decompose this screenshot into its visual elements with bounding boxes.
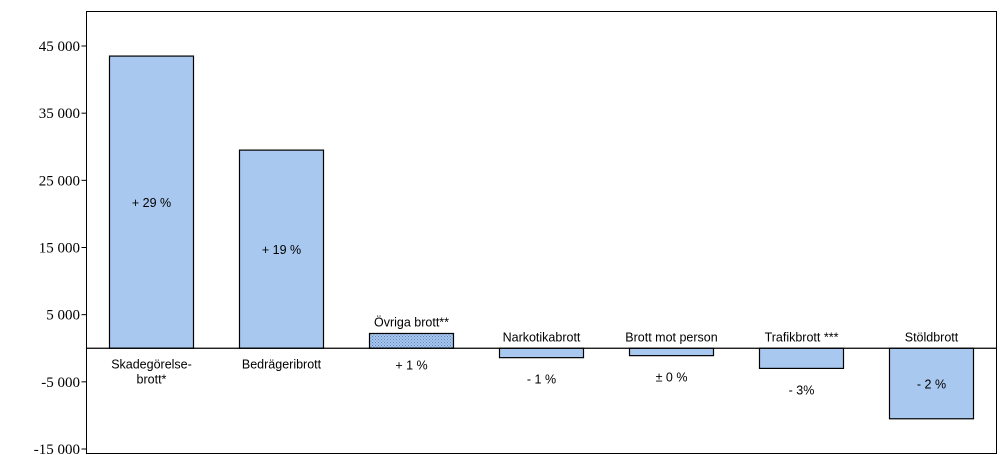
y-tick-label: -15 000 bbox=[34, 442, 80, 455]
annotation-label: - 1 % bbox=[527, 373, 556, 387]
bar bbox=[628, 347, 715, 357]
y-tick-label: 45 000 bbox=[39, 39, 80, 55]
y-tick-label: 25 000 bbox=[39, 173, 80, 189]
plot-area-border bbox=[86, 11, 997, 454]
bar bbox=[238, 149, 325, 349]
y-tick-label: 5 000 bbox=[46, 308, 80, 324]
bars-group bbox=[108, 55, 975, 420]
bar bbox=[498, 347, 585, 359]
category-labels-group: Skadegörelse-brott* Bedrägeribrott Övriga … bbox=[111, 315, 959, 386]
annotation-labels-group: + 29 % + 19 % + 1 % - 1 % ± 0 % - 3% - 2 % bbox=[132, 196, 946, 397]
category-label-line: brott* bbox=[137, 372, 167, 386]
category-label: Brott mot person bbox=[625, 330, 717, 344]
category-label: Narkotikabrott bbox=[503, 330, 581, 344]
annotation-label: - 3% bbox=[789, 383, 815, 397]
bar bbox=[758, 347, 845, 369]
category-label-line: Övriga brott** bbox=[374, 315, 449, 329]
category-label-line: Stöldbrott bbox=[905, 330, 959, 344]
category-label-line: Narkotikabrott bbox=[503, 330, 581, 344]
category-label-line: Brott mot person bbox=[625, 330, 717, 344]
category-label-line: Trafikbrott *** bbox=[765, 330, 839, 344]
category-label-line: Bedrägeribrott bbox=[242, 357, 322, 371]
y-tick-label: 35 000 bbox=[39, 106, 80, 122]
annotation-label: ± 0 % bbox=[656, 371, 688, 385]
category-label: Skadegörelse-brott* bbox=[111, 357, 192, 386]
category-label-line: Skadegörelse- bbox=[111, 357, 192, 371]
annotation-label: - 2 % bbox=[917, 378, 946, 392]
y-tick-label: 15 000 bbox=[39, 241, 80, 257]
annotation-label: + 1 % bbox=[395, 358, 427, 372]
y-tick-label: -5 000 bbox=[41, 375, 80, 391]
y-axis: 45 000 35 000 25 000 15 000 5 000 -5 000 -15 0… bbox=[34, 39, 87, 455]
category-label: Trafikbrott *** bbox=[765, 330, 839, 344]
annotation-label: + 19 % bbox=[262, 243, 301, 257]
category-label: Övriga brott** bbox=[374, 315, 449, 329]
bar bbox=[368, 332, 455, 349]
category-label: Bedrägeribrott bbox=[242, 357, 322, 371]
category-label: Stöldbrott bbox=[905, 330, 959, 344]
annotation-label: + 29 % bbox=[132, 196, 171, 210]
bar bbox=[888, 347, 975, 420]
